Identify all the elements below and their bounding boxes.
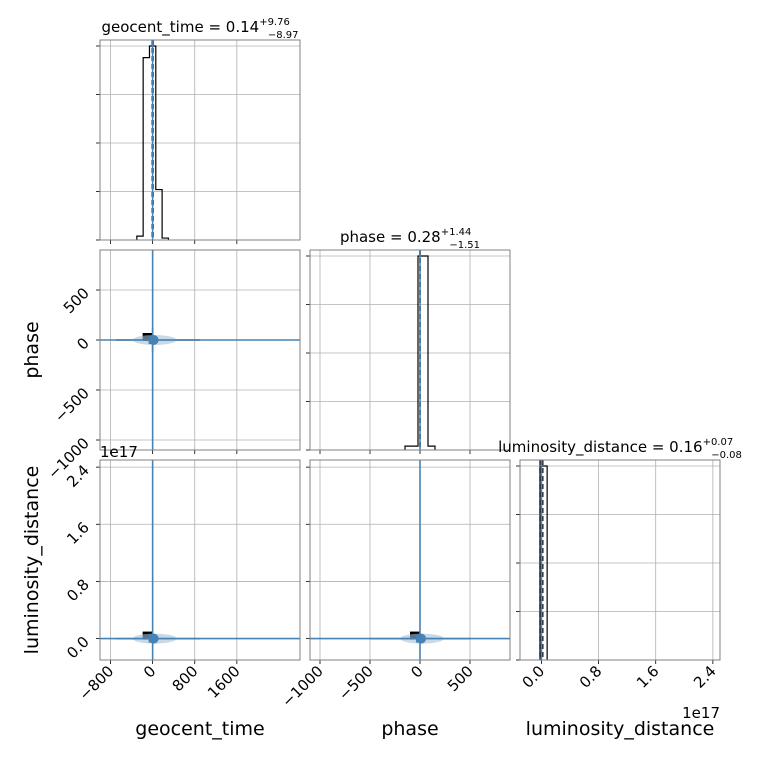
- scatter-panel-luminosity_distance-vs-geocent_time: [96, 459, 301, 664]
- panel-frame: [99, 459, 301, 661]
- histogram-bars: [539, 465, 548, 660]
- histogram-luminosity_distance: luminosity_distance = 0.16+0.07 −0.08: [498, 437, 742, 664]
- y-tick-label-luminosity_distance: 0.8: [63, 576, 93, 606]
- y-tick-label-phase: −500: [51, 384, 93, 426]
- x-tick-label-geocent_time: 800: [169, 662, 202, 695]
- truth-marker: [148, 634, 157, 643]
- x-tick-label-luminosity_distance: 2.4: [690, 662, 720, 692]
- histogram-title: luminosity_distance = 0.16+0.07 −0.08: [498, 437, 742, 461]
- x-tick-label-geocent_time: 0: [140, 662, 159, 681]
- truth-marker: [148, 336, 157, 344]
- x-axis-label-luminosity_distance: luminosity_distance: [526, 718, 715, 740]
- panel-frame: [99, 39, 301, 241]
- panel-frame: [309, 249, 511, 451]
- x-tick-label-luminosity_distance: 0.8: [576, 662, 606, 692]
- truth-marker: [416, 634, 424, 643]
- title-upper-error: +9.76: [259, 17, 290, 28]
- x-offset-text: 1e17: [682, 704, 720, 722]
- histogram-title: phase = 0.28+1.44 −1.51: [340, 227, 480, 251]
- x-axis-label-phase: phase: [381, 718, 438, 740]
- scatter-panel-luminosity_distance-vs-phase: [306, 459, 511, 664]
- x-tick-label-phase: 0: [407, 662, 426, 681]
- x-tick-label-geocent_time: 1600: [204, 662, 244, 702]
- panel-frame: [519, 459, 721, 661]
- x-tick-label-luminosity_distance: 0.0: [519, 662, 549, 692]
- panel-frame: [99, 249, 301, 451]
- histogram-geocent_time: geocent_time = 0.14+9.76 −8.97: [96, 17, 301, 244]
- y-tick-label-luminosity_distance: 1.6: [63, 518, 93, 548]
- title-lower-error: −0.08: [711, 450, 742, 461]
- x-tick-label-geocent_time: −800: [75, 662, 117, 704]
- title-lower-error: −8.97: [268, 30, 299, 41]
- panel-frame: [309, 459, 511, 661]
- histogram-phase: phase = 0.28+1.44 −1.51: [306, 227, 511, 454]
- y-axis-label-luminosity_distance: luminosity_distance: [21, 466, 43, 655]
- x-axis-label-geocent_time: geocent_time: [135, 718, 264, 740]
- y-tick-label-luminosity_distance: 0.0: [63, 633, 93, 663]
- title-lower-error: −1.51: [449, 240, 480, 251]
- x-tick-label-luminosity_distance: 1.6: [633, 662, 663, 692]
- x-tick-label-phase: −1000: [278, 662, 327, 711]
- title-main: phase = 0.28: [340, 228, 441, 246]
- title-upper-error: +0.07: [703, 437, 734, 448]
- histogram-bars: [404, 255, 436, 450]
- y-tick-label-phase: 0: [73, 334, 92, 353]
- title-main: luminosity_distance = 0.16: [498, 438, 702, 457]
- x-tick-label-phase: −500: [335, 662, 377, 704]
- histogram-title: geocent_time = 0.14+9.76 −8.97: [102, 17, 299, 41]
- y-axis-label-phase: phase: [21, 321, 43, 378]
- title-upper-error: +1.44: [441, 227, 472, 238]
- y-tick-label-phase: 500: [60, 284, 93, 317]
- x-tick-label-phase: 500: [444, 662, 477, 695]
- title-main: geocent_time = 0.14: [102, 18, 260, 37]
- scatter-panel-phase-vs-geocent_time: [96, 249, 301, 454]
- y-offset-text: 1e17: [100, 443, 138, 461]
